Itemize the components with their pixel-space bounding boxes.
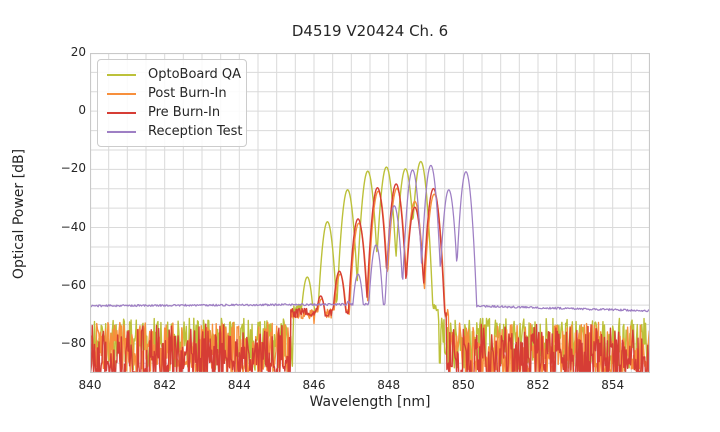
y-tick-label: 0 (78, 103, 86, 118)
x-tick-label: 852 (526, 378, 550, 392)
x-tick-label: 840 (78, 378, 102, 392)
plot-frame (90, 53, 650, 373)
legend: OptoBoard QA Post Burn-In Pre Burn-In Recep… (97, 59, 247, 147)
chart-title: D4519 V20424 Ch. 6 (291, 22, 449, 40)
series-reception-test (90, 164, 650, 313)
series-pre-burn-in (90, 183, 650, 373)
legend-line-reception-test (107, 130, 136, 133)
y-tick-label: −60 (60, 277, 86, 292)
legend-label: Post Burn-In (148, 86, 227, 101)
x-axis-label: Wavelength [nm] (309, 394, 431, 410)
legend-line-pre-burn-in (107, 111, 136, 114)
legend-label: OptoBoard QA (148, 67, 241, 82)
x-tick-label: 842 (153, 378, 177, 392)
y-tick-label: 20 (70, 45, 86, 59)
x-tick-label: 848 (377, 378, 401, 392)
legend-label: Pre Burn-In (148, 105, 221, 120)
legend-line-optoboard-qa (107, 73, 136, 76)
legend-line-post-burn-in (107, 92, 136, 95)
x-tick-label: 846 (302, 378, 326, 392)
legend-item-pre-burn-in: Pre Burn-In (107, 103, 238, 122)
y-axis-label: Optical Power [dB] (11, 148, 27, 280)
x-tick-label: 844 (227, 378, 251, 392)
y-tick-label: −20 (60, 161, 86, 176)
legend-item-reception-test: Reception Test (107, 122, 242, 141)
legend-item-optoboard-qa: OptoBoard QA (107, 65, 241, 84)
legend-item-post-burn-in: Post Burn-In (107, 84, 238, 103)
x-tick-label: 850 (451, 378, 475, 392)
y-tick-label: −40 (60, 219, 86, 234)
legend-label: Reception Test (148, 124, 243, 139)
y-tick-label: −80 (60, 335, 86, 350)
x-tick-label: 854 (601, 378, 625, 392)
